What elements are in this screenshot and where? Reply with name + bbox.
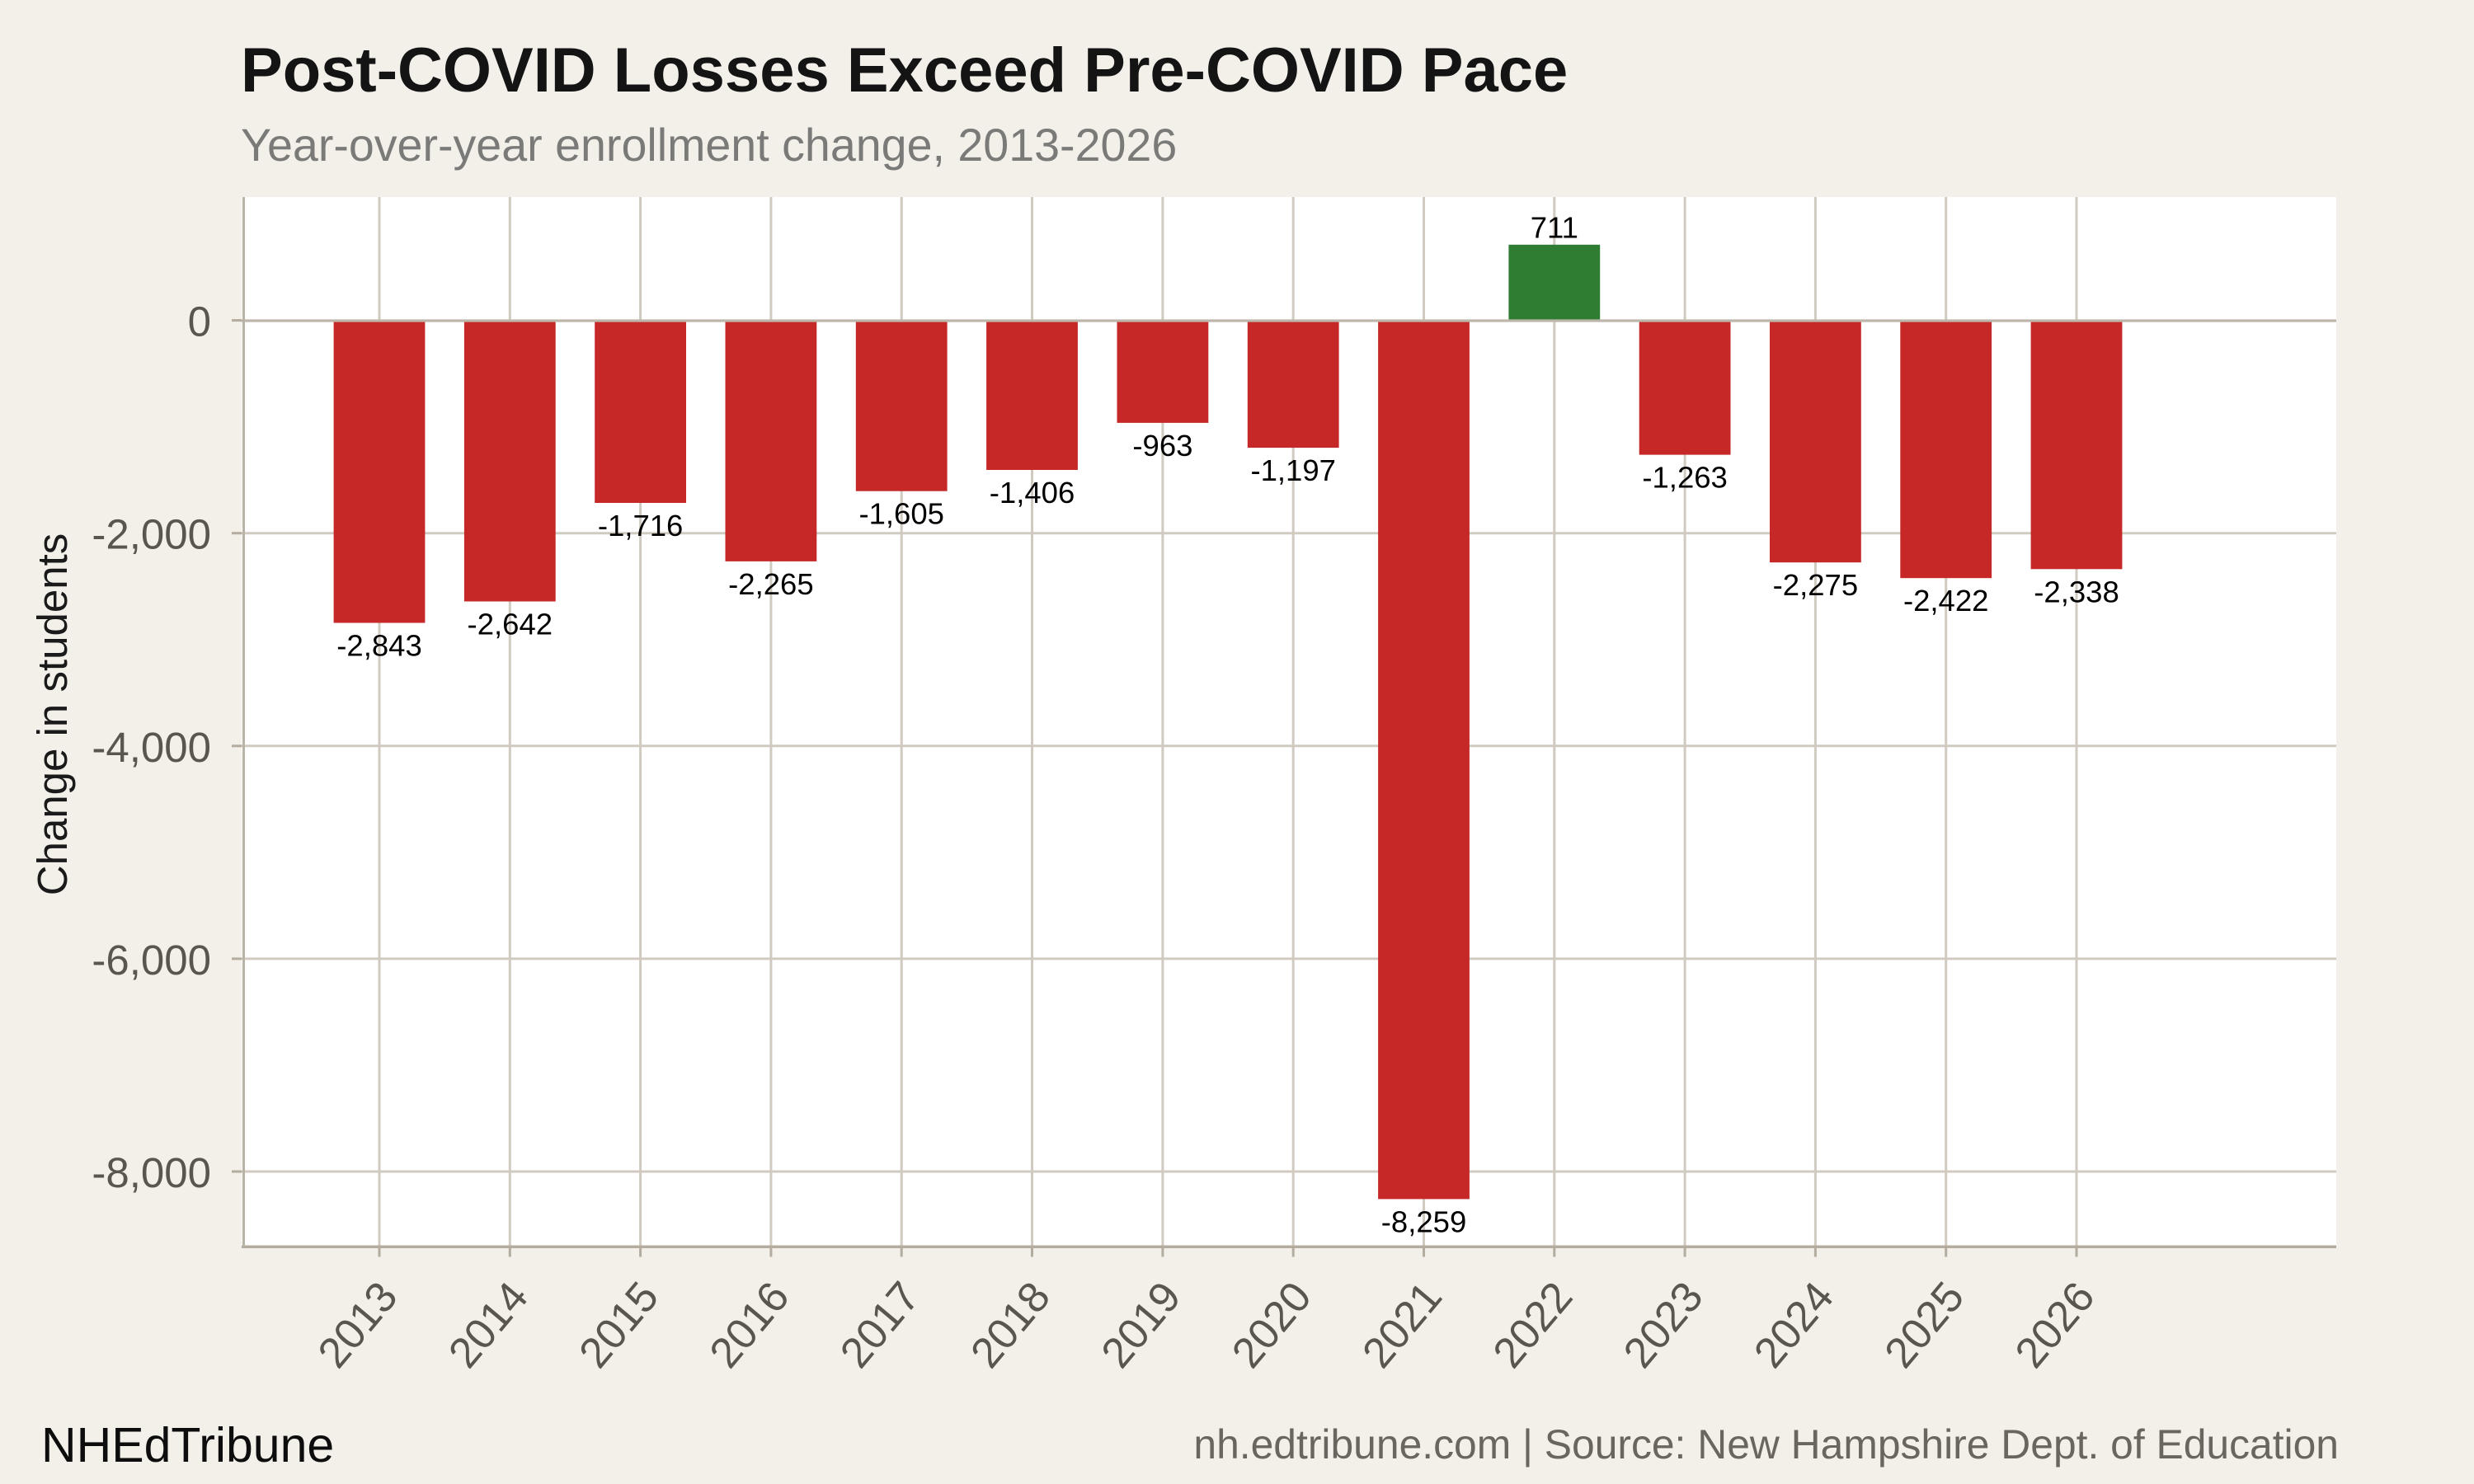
svg-text:-2,265: -2,265: [728, 567, 814, 601]
svg-text:-1,406: -1,406: [990, 476, 1075, 510]
svg-text:-2,338: -2,338: [2034, 575, 2119, 608]
svg-text:0: 0: [188, 298, 211, 345]
svg-text:Change in students: Change in students: [29, 533, 76, 895]
svg-text:-4,000: -4,000: [92, 724, 211, 771]
svg-text:-1,605: -1,605: [858, 497, 944, 531]
svg-text:-2,843: -2,843: [336, 629, 422, 663]
svg-text:NHEdTribune: NHEdTribune: [41, 1418, 334, 1472]
svg-text:-1,263: -1,263: [1642, 461, 1728, 495]
svg-text:-2,422: -2,422: [1903, 584, 1989, 618]
svg-text:Post-COVID Losses Exceed Pre-C: Post-COVID Losses Exceed Pre-COVID Pace: [241, 35, 1568, 106]
svg-text:Year-over-year enrollment chan: Year-over-year enrollment change, 2013-2…: [241, 120, 1177, 171]
svg-text:-2,000: -2,000: [92, 511, 211, 558]
svg-text:nh.edtribune.com | Source: New: nh.edtribune.com | Source: New Hampshire…: [1193, 1421, 2339, 1468]
svg-text:711: 711: [1531, 211, 1578, 245]
svg-text:-8,000: -8,000: [92, 1149, 211, 1196]
svg-text:-8,259: -8,259: [1381, 1205, 1467, 1238]
svg-text:-2,642: -2,642: [468, 608, 553, 641]
svg-text:-1,716: -1,716: [598, 509, 684, 542]
svg-text:-963: -963: [1132, 429, 1192, 463]
svg-text:-2,275: -2,275: [1773, 568, 1859, 602]
svg-text:-6,000: -6,000: [92, 937, 211, 984]
svg-text:-1,197: -1,197: [1250, 453, 1336, 487]
